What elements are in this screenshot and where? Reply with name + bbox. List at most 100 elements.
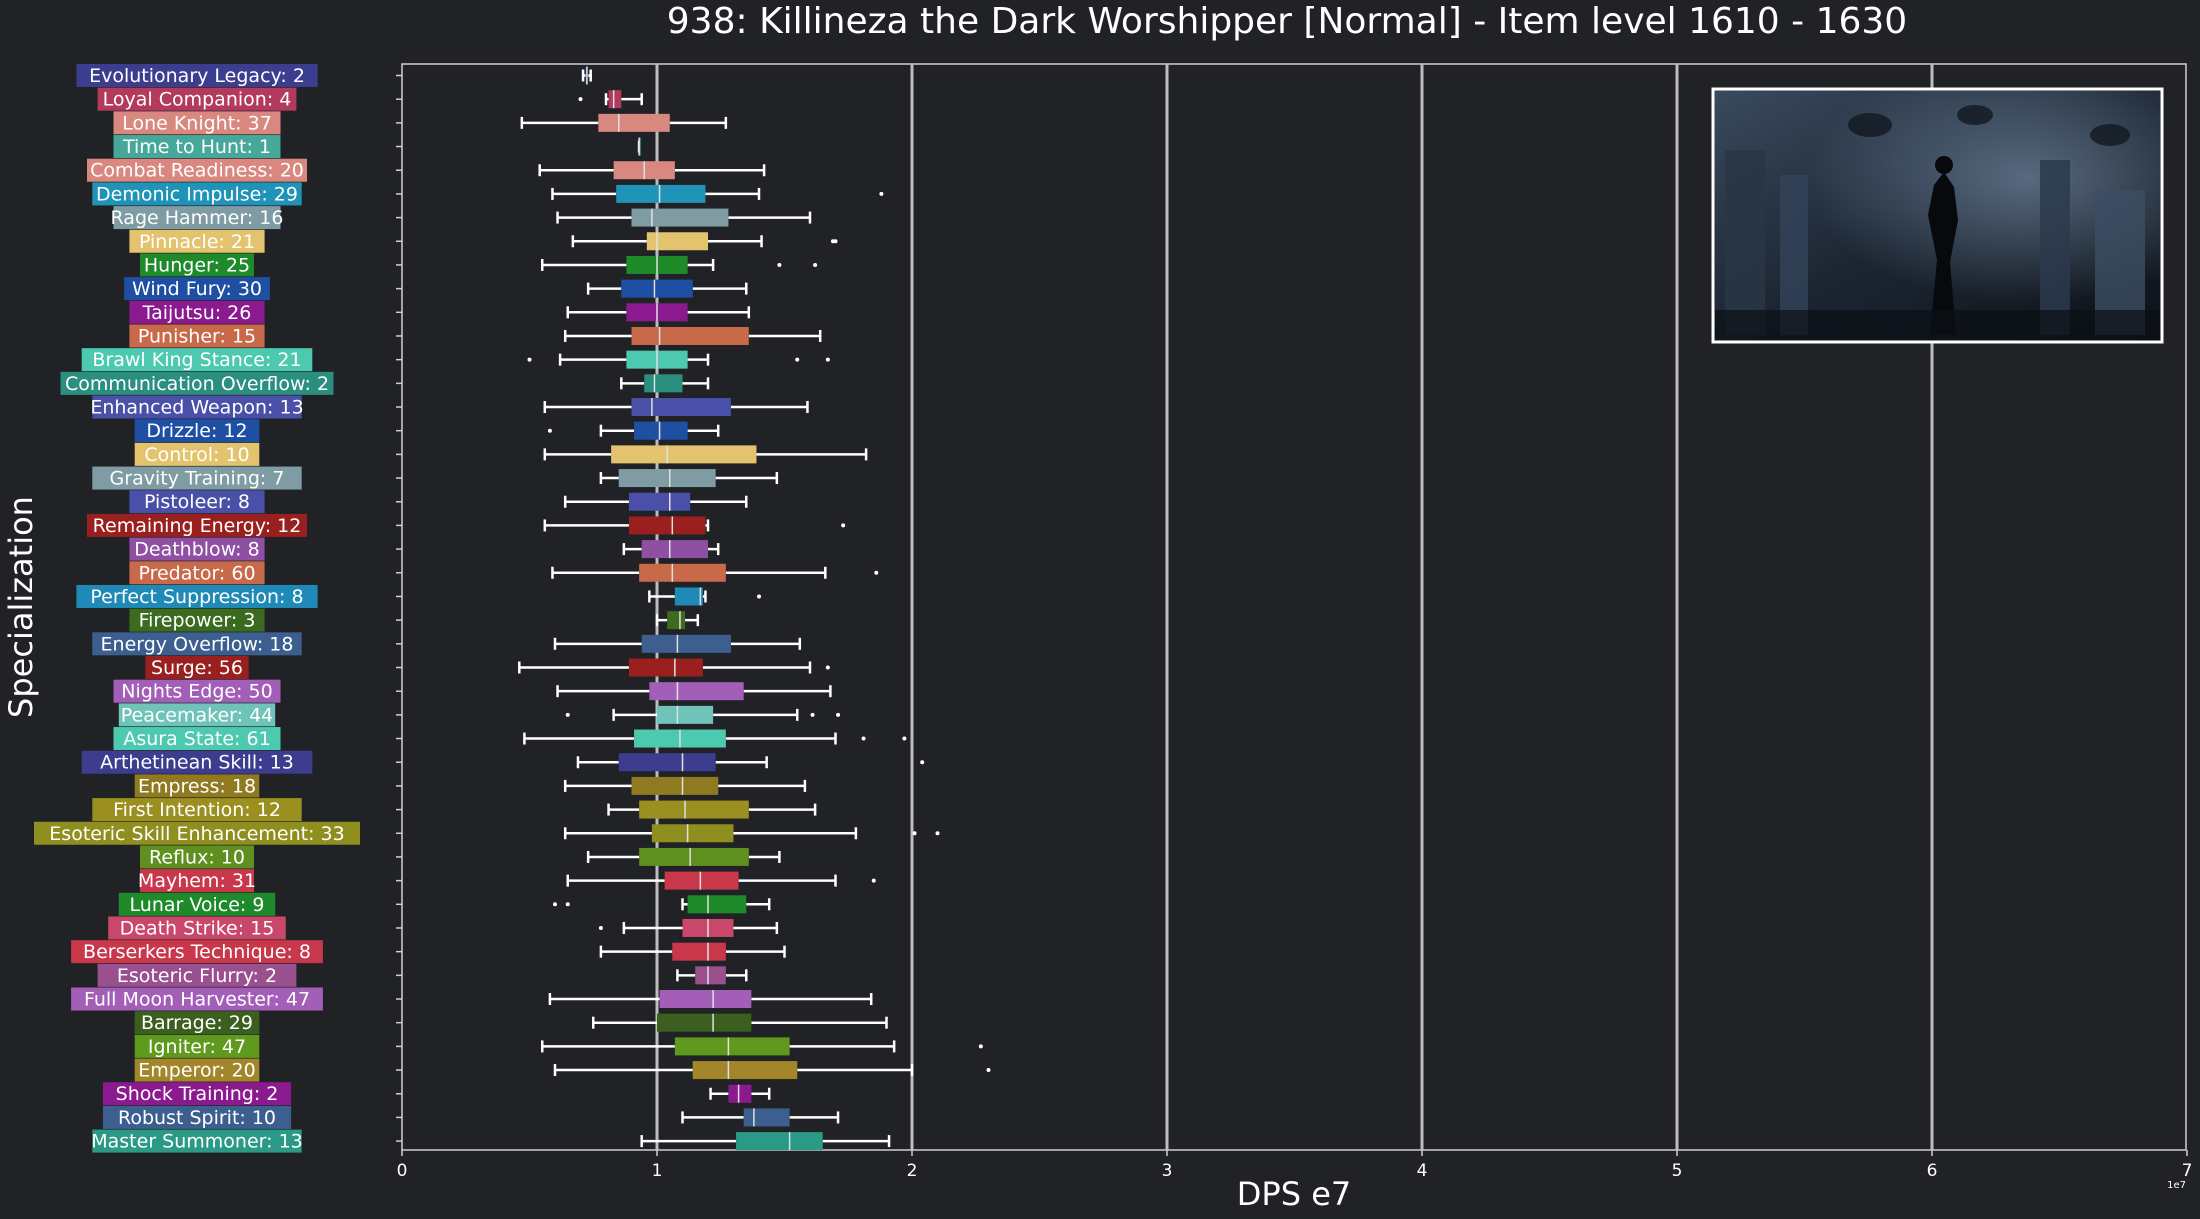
iqr-box [618,753,716,772]
x-tick-label: 6 [1927,1161,1938,1181]
spec-label-background [92,466,302,490]
iqr-box [631,776,719,795]
spec-label: Surge: 56 [151,657,243,679]
x-tick-label: 1 [652,1161,663,1181]
outlier-point [871,878,876,883]
spec-label: Time to Hunt: 1 [122,136,271,158]
spec-label-background [129,537,265,561]
spec-label: Brawl King Stance: 21 [92,349,301,371]
spec-row [543,516,846,535]
spec-label: Taijutsu: 26 [142,302,252,324]
spec-label: Master Summoner: 13 [91,1131,303,1153]
iqr-box [657,1013,752,1032]
spec-row [553,634,802,653]
outlier-point [565,712,570,717]
spec-label-background [145,656,249,679]
spec-label-background [118,892,276,916]
boss-inset-image [1711,87,2164,344]
outlier-point [836,712,841,717]
spec-label-background [129,490,265,514]
spec-row [556,682,832,701]
spec-row [637,137,641,156]
spec-label-background [129,300,265,324]
spec-row [640,1132,891,1151]
outlier-point [920,760,925,765]
spec-row [520,113,728,132]
spec-row [648,587,761,606]
spec-label: Wind Fury: 30 [132,278,262,300]
spec-label: Death Strike: 15 [120,917,275,939]
spec-label-background [108,916,286,940]
spec-label-background [113,206,281,230]
spec-label: Full Moon Harvester: 47 [84,989,310,1011]
spec-label: Peacemaker: 44 [121,704,274,726]
spec-label: Empress: 18 [138,775,256,797]
iqr-box [634,421,688,440]
iqr-box [692,1061,798,1080]
spec-label-background [129,229,265,253]
spec-label-background [113,727,281,751]
spec-row [565,705,841,724]
iqr-box [743,1108,790,1127]
spec-label-background [134,442,260,466]
spec-row [566,871,876,890]
spec-label: Robust Spirit: 10 [118,1107,276,1129]
spec-label-background [140,253,254,277]
spec-label: Demonic Impulse: 29 [96,183,298,205]
spec-row [622,540,720,559]
outlier-point [912,831,917,836]
boxes [518,66,991,1151]
spec-label: Shock Training: 2 [116,1083,279,1105]
spec-label: Pinnacle: 21 [139,231,255,253]
iqr-box [646,232,708,251]
spec-row [599,469,779,488]
spec-row [556,208,812,227]
spec-row [681,1108,840,1127]
iqr-box [672,942,726,961]
spec-label-background [124,277,270,301]
spec-label: Punisher: 15 [138,325,256,347]
x-tick-label: 4 [1417,1161,1428,1181]
iqr-box [736,1132,823,1151]
spec-row [553,895,771,914]
spec-label-background [134,774,260,798]
spec-label: Evolutionary Legacy: 2 [89,65,305,87]
iqr-box [639,563,726,582]
iqr-box [598,113,670,132]
outlier-point [825,357,830,362]
spec-row [571,232,838,251]
iqr-box [621,279,693,298]
iqr-box [631,398,731,417]
spec-row [607,800,817,819]
spec-row [518,658,830,677]
outlier-point [795,357,800,362]
spec-row [548,990,873,1009]
spec-row [655,611,700,630]
iqr-box [628,492,691,511]
x-axis-label: DPS e7 [1237,1175,1351,1213]
spec-row [547,421,720,440]
spec-label-background [76,584,318,608]
spec-label: Hunger: 25 [144,254,250,276]
spec-label: Mayhem: 31 [138,870,256,892]
iqr-box [657,705,714,724]
spec-row [563,492,748,511]
spec-label: Enhanced Weapon: 13 [90,397,303,419]
outlier-point [935,831,940,836]
outlier-point [841,523,846,528]
iqr-box [628,516,706,535]
spec-label: Deathblow: 8 [134,539,259,561]
spec-label: Barrage: 29 [141,1012,253,1034]
iqr-box [728,1084,752,1103]
outlier-point [833,239,838,244]
spec-label-background [140,869,254,893]
x-axis-ticks: 0 1 2 3 4 5 6 7 [397,1150,2192,1181]
spec-label-background [113,679,281,703]
iqr-box [651,824,734,843]
spec-label-background [81,348,313,372]
spec-label: Rage Hammer: 16 [111,207,284,229]
iqr-box [664,871,739,890]
spec-label: Gravity Training: 7 [110,468,285,490]
spec-label: Lone Knight: 37 [122,112,272,134]
spec-row [586,279,748,298]
